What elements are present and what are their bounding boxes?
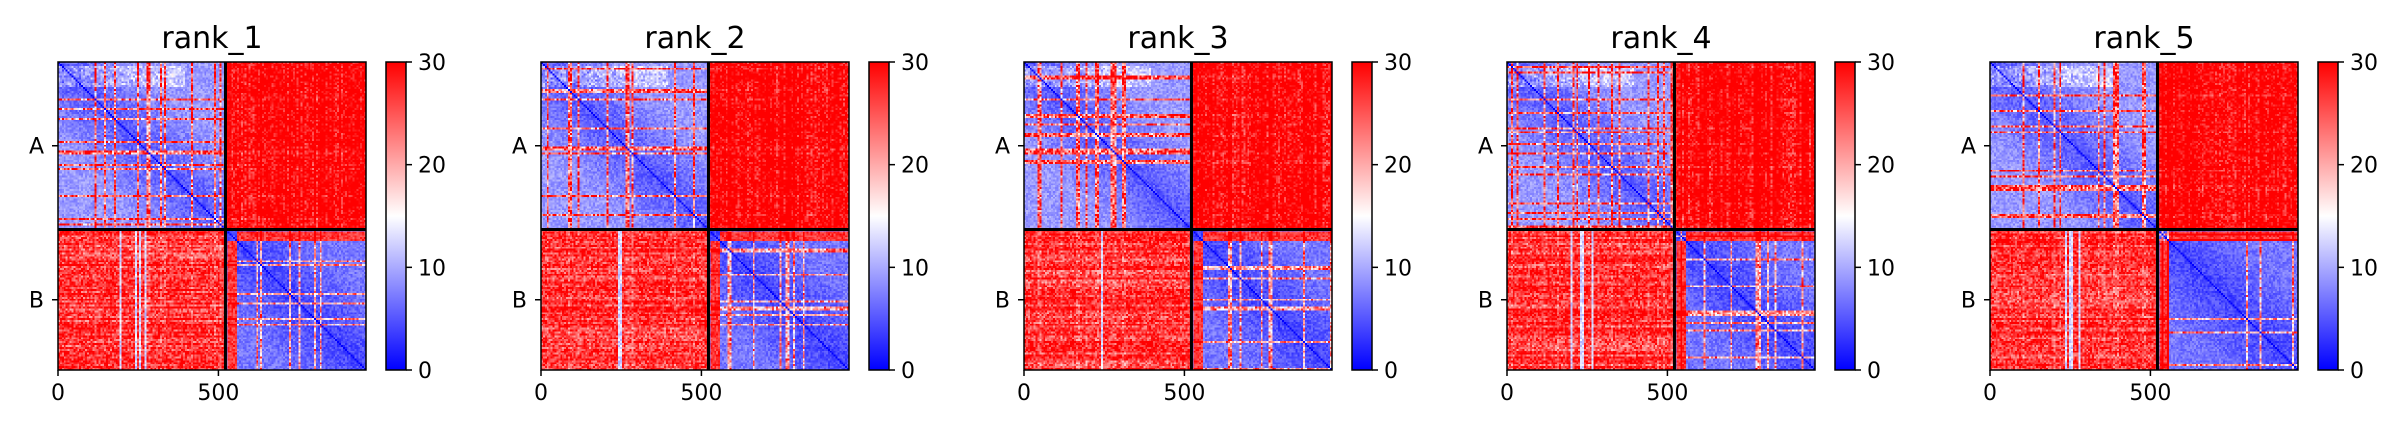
y-chain-label-B: B <box>512 289 527 314</box>
axes-frame <box>1023 61 1333 371</box>
y-chain-label-A: A <box>1961 135 1976 160</box>
pae-heatmap <box>541 62 849 370</box>
axes-frame <box>57 61 367 371</box>
x-tick-label: 500 <box>1163 381 1205 406</box>
axes-frame <box>1506 61 1816 371</box>
x-tick-label: 0 <box>1017 381 1031 406</box>
colorbar-tick-label: 30 <box>901 51 929 76</box>
panel-rank_4: rank_4 0 500 A B 0 10 20 30 <box>1478 21 1895 406</box>
colorbar-tick-label: 20 <box>1867 154 1895 179</box>
y-chain-label-A: A <box>512 135 527 160</box>
x-tick-label: 500 <box>2129 381 2171 406</box>
colorbar-tick-label: 20 <box>901 154 929 179</box>
colorbar <box>868 61 890 371</box>
colorbar-tick-label: 0 <box>418 359 432 384</box>
x-tick-label: 500 <box>197 381 239 406</box>
axes-frame <box>540 61 850 371</box>
panel-title: rank_3 <box>1127 21 1228 56</box>
y-chain-label-A: A <box>1478 135 1493 160</box>
pae-heatmap <box>58 62 366 370</box>
panel-rank_5: rank_5 0 500 A B 0 10 20 30 <box>1961 21 2378 406</box>
colorbar-tick-label: 30 <box>2350 51 2378 76</box>
axes-frame <box>1989 61 2299 371</box>
y-chain-label-B: B <box>29 289 44 314</box>
colorbar-tick-label: 30 <box>418 51 446 76</box>
colorbar-tick-label: 10 <box>1867 256 1895 281</box>
pae-heatmap <box>1024 62 1332 370</box>
panel-rank_2: rank_2 0 500 A B 0 10 20 30 <box>512 21 929 406</box>
colorbar-tick-label: 0 <box>2350 359 2364 384</box>
pae-heatmap <box>1990 62 2298 370</box>
panel-rank_3: rank_3 0 500 A B 0 10 20 30 <box>995 21 1412 406</box>
colorbar <box>385 61 407 371</box>
colorbar-tick-label: 30 <box>1384 51 1412 76</box>
y-chain-label-A: A <box>995 135 1010 160</box>
x-tick-label: 0 <box>534 381 548 406</box>
colorbar-tick-label: 30 <box>1867 51 1895 76</box>
y-chain-label-B: B <box>1478 289 1493 314</box>
colorbar-tick-label: 20 <box>418 154 446 179</box>
x-tick-label: 0 <box>1983 381 1997 406</box>
colorbar-tick-label: 0 <box>1384 359 1398 384</box>
panel-title: rank_5 <box>2093 21 2194 56</box>
colorbar <box>2317 61 2339 371</box>
colorbar <box>1834 61 1856 371</box>
colorbar <box>1351 61 1373 371</box>
panel-title: rank_1 <box>161 21 262 56</box>
colorbar-tick-label: 0 <box>1867 359 1881 384</box>
colorbar-tick-label: 10 <box>2350 256 2378 281</box>
colorbar-tick-label: 0 <box>901 359 915 384</box>
x-tick-label: 0 <box>51 381 65 406</box>
panel-title: rank_4 <box>1610 21 1711 56</box>
colorbar-tick-label: 10 <box>418 256 446 281</box>
panel-rank_1: rank_1 0 500 A B 0 10 20 30 <box>29 21 446 406</box>
x-tick-label: 0 <box>1500 381 1514 406</box>
x-tick-label: 500 <box>1646 381 1688 406</box>
pae-heatmap <box>1507 62 1815 370</box>
x-tick-label: 500 <box>680 381 722 406</box>
y-chain-label-B: B <box>1961 289 1976 314</box>
colorbar-tick-label: 10 <box>901 256 929 281</box>
colorbar-tick-label: 20 <box>2350 154 2378 179</box>
colorbar-tick-label: 10 <box>1384 256 1412 281</box>
y-chain-label-B: B <box>995 289 1010 314</box>
panel-title: rank_2 <box>644 21 745 56</box>
y-chain-label-A: A <box>29 135 44 160</box>
colorbar-tick-label: 20 <box>1384 154 1412 179</box>
